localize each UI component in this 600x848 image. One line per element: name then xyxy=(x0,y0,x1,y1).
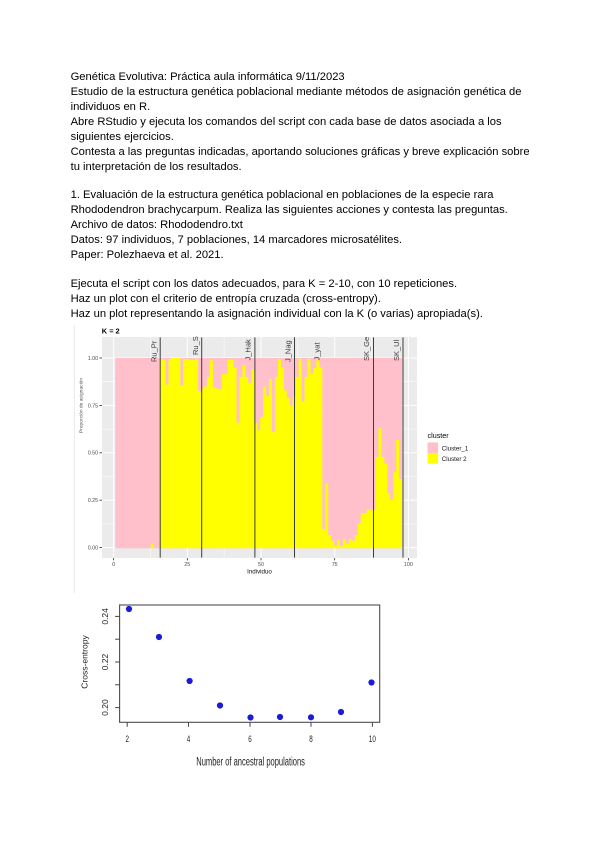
svg-text:1.00: 1.00 xyxy=(88,356,99,362)
svg-text:J_Hak: J_Hak xyxy=(244,339,253,361)
svg-text:Proporción de asignación: Proporción de asignación xyxy=(79,378,85,433)
svg-text:100: 100 xyxy=(404,562,413,568)
svg-text:Cluster_1: Cluster_1 xyxy=(442,445,469,452)
svg-text:0.20: 0.20 xyxy=(100,699,110,716)
svg-text:Cluster 2: Cluster 2 xyxy=(442,456,467,463)
svg-text:25: 25 xyxy=(184,562,190,568)
svg-text:6: 6 xyxy=(248,734,252,745)
svg-text:0.22: 0.22 xyxy=(100,653,110,670)
svg-text:10: 10 xyxy=(369,734,376,745)
svg-text:Ru_S: Ru_S xyxy=(191,336,200,355)
svg-text:75: 75 xyxy=(332,562,338,568)
svg-text:0.00: 0.00 xyxy=(88,546,99,552)
svg-text:K = 2: K = 2 xyxy=(102,327,120,336)
svg-text:0.24: 0.24 xyxy=(100,608,110,625)
svg-text:SK_Ge: SK_Ge xyxy=(362,337,371,361)
svg-text:0.50: 0.50 xyxy=(88,451,99,457)
svg-text:4: 4 xyxy=(187,734,191,745)
svg-text:J_Nag: J_Nag xyxy=(284,340,293,362)
svg-text:J_yat: J_yat xyxy=(313,342,322,361)
svg-text:50: 50 xyxy=(258,562,264,568)
svg-text:2: 2 xyxy=(125,734,129,745)
svg-text:0.75: 0.75 xyxy=(88,403,99,409)
svg-text:0: 0 xyxy=(112,562,115,568)
svg-text:Individuo: Individuo xyxy=(247,569,272,576)
svg-text:Cross-entropy: Cross-entropy xyxy=(80,635,90,689)
svg-text:cluster: cluster xyxy=(428,431,450,440)
svg-text:SK_Ul: SK_Ul xyxy=(392,339,401,361)
svg-text:0.25: 0.25 xyxy=(88,498,99,504)
svg-text:Number of ancestral population: Number of ancestral populations xyxy=(196,756,305,769)
svg-text:Ru_Pr: Ru_Pr xyxy=(150,340,159,362)
svg-text:8: 8 xyxy=(309,734,313,745)
